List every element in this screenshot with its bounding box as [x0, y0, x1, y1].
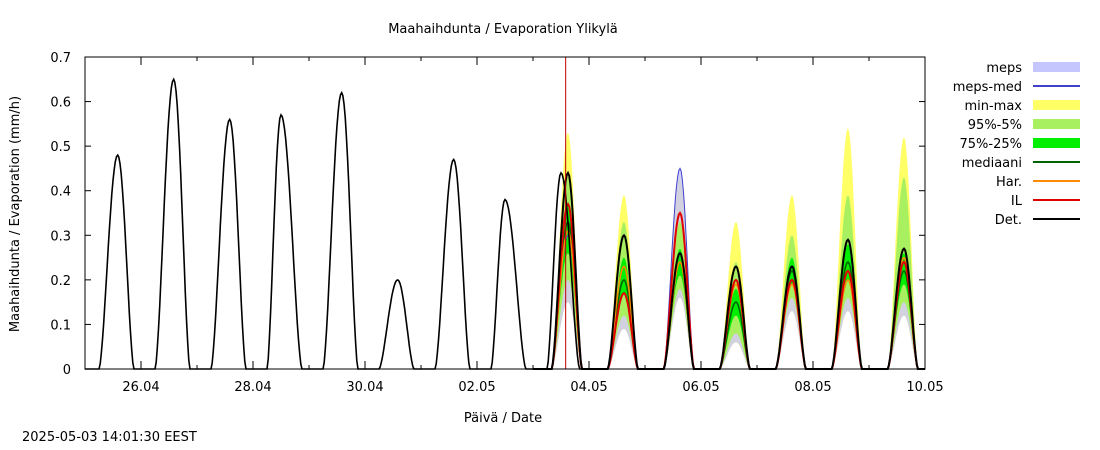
x-tick-label: 26.04 [122, 380, 159, 395]
x-tick-label: 04.05 [570, 380, 607, 395]
legend-swatch [1033, 119, 1080, 129]
legend-label: meps [986, 61, 1022, 76]
update-timestamp: 2025-05-03 14:01:30 EEST [22, 430, 197, 445]
legend: meps meps-med min-max 95%-5% 75%-25% mediaani… [953, 61, 1080, 228]
y-tick-label: 0.3 [50, 229, 71, 244]
legend-label: IL [1011, 194, 1023, 209]
legend-swatch [1033, 100, 1080, 110]
legend-label: Har. [996, 175, 1022, 190]
line-det-observed [85, 77, 589, 370]
legend-label: meps-med [953, 80, 1022, 95]
x-tick-label: 28.04 [234, 380, 271, 395]
y-tick-label: 0.6 [50, 96, 71, 111]
y-tick-label: 0 [63, 363, 71, 378]
y-tick-label: 0.7 [50, 51, 71, 66]
x-tick-label: 02.05 [458, 380, 495, 395]
plot-frame [84, 56, 926, 370]
legend-label: Det. [995, 213, 1022, 228]
legend-label: mediaani [962, 156, 1022, 171]
chart-title: Maahaihdunta / Evaporation Ylikylä [388, 22, 618, 37]
series-layer [85, 57, 925, 370]
x-tick-label: 08.05 [794, 380, 831, 395]
x-tick-label: 06.05 [682, 380, 719, 395]
x-axis-label: Päivä / Date [464, 411, 542, 426]
axes: 0 0.1 0.2 0.3 0.4 0.5 0.6 0.7 26.04 28.04 30.04 02.… [50, 51, 943, 395]
legend-label: 75%-25% [960, 137, 1022, 152]
legend-label: min-max [964, 99, 1022, 114]
legend-swatch [1033, 62, 1080, 72]
y-tick-label: 0.2 [50, 274, 71, 289]
x-tick-label: 30.04 [346, 380, 383, 395]
y-tick-label: 0.5 [50, 140, 71, 155]
x-tick-label: 10.05 [906, 380, 943, 395]
y-tick-label: 0.1 [50, 318, 71, 333]
y-axis-label: Maahaihdunta / Evaporation (mm/h) [8, 96, 23, 332]
y-tick-label: 0.4 [50, 185, 71, 200]
legend-label: 95%-5% [968, 118, 1022, 133]
legend-swatch [1033, 138, 1080, 148]
